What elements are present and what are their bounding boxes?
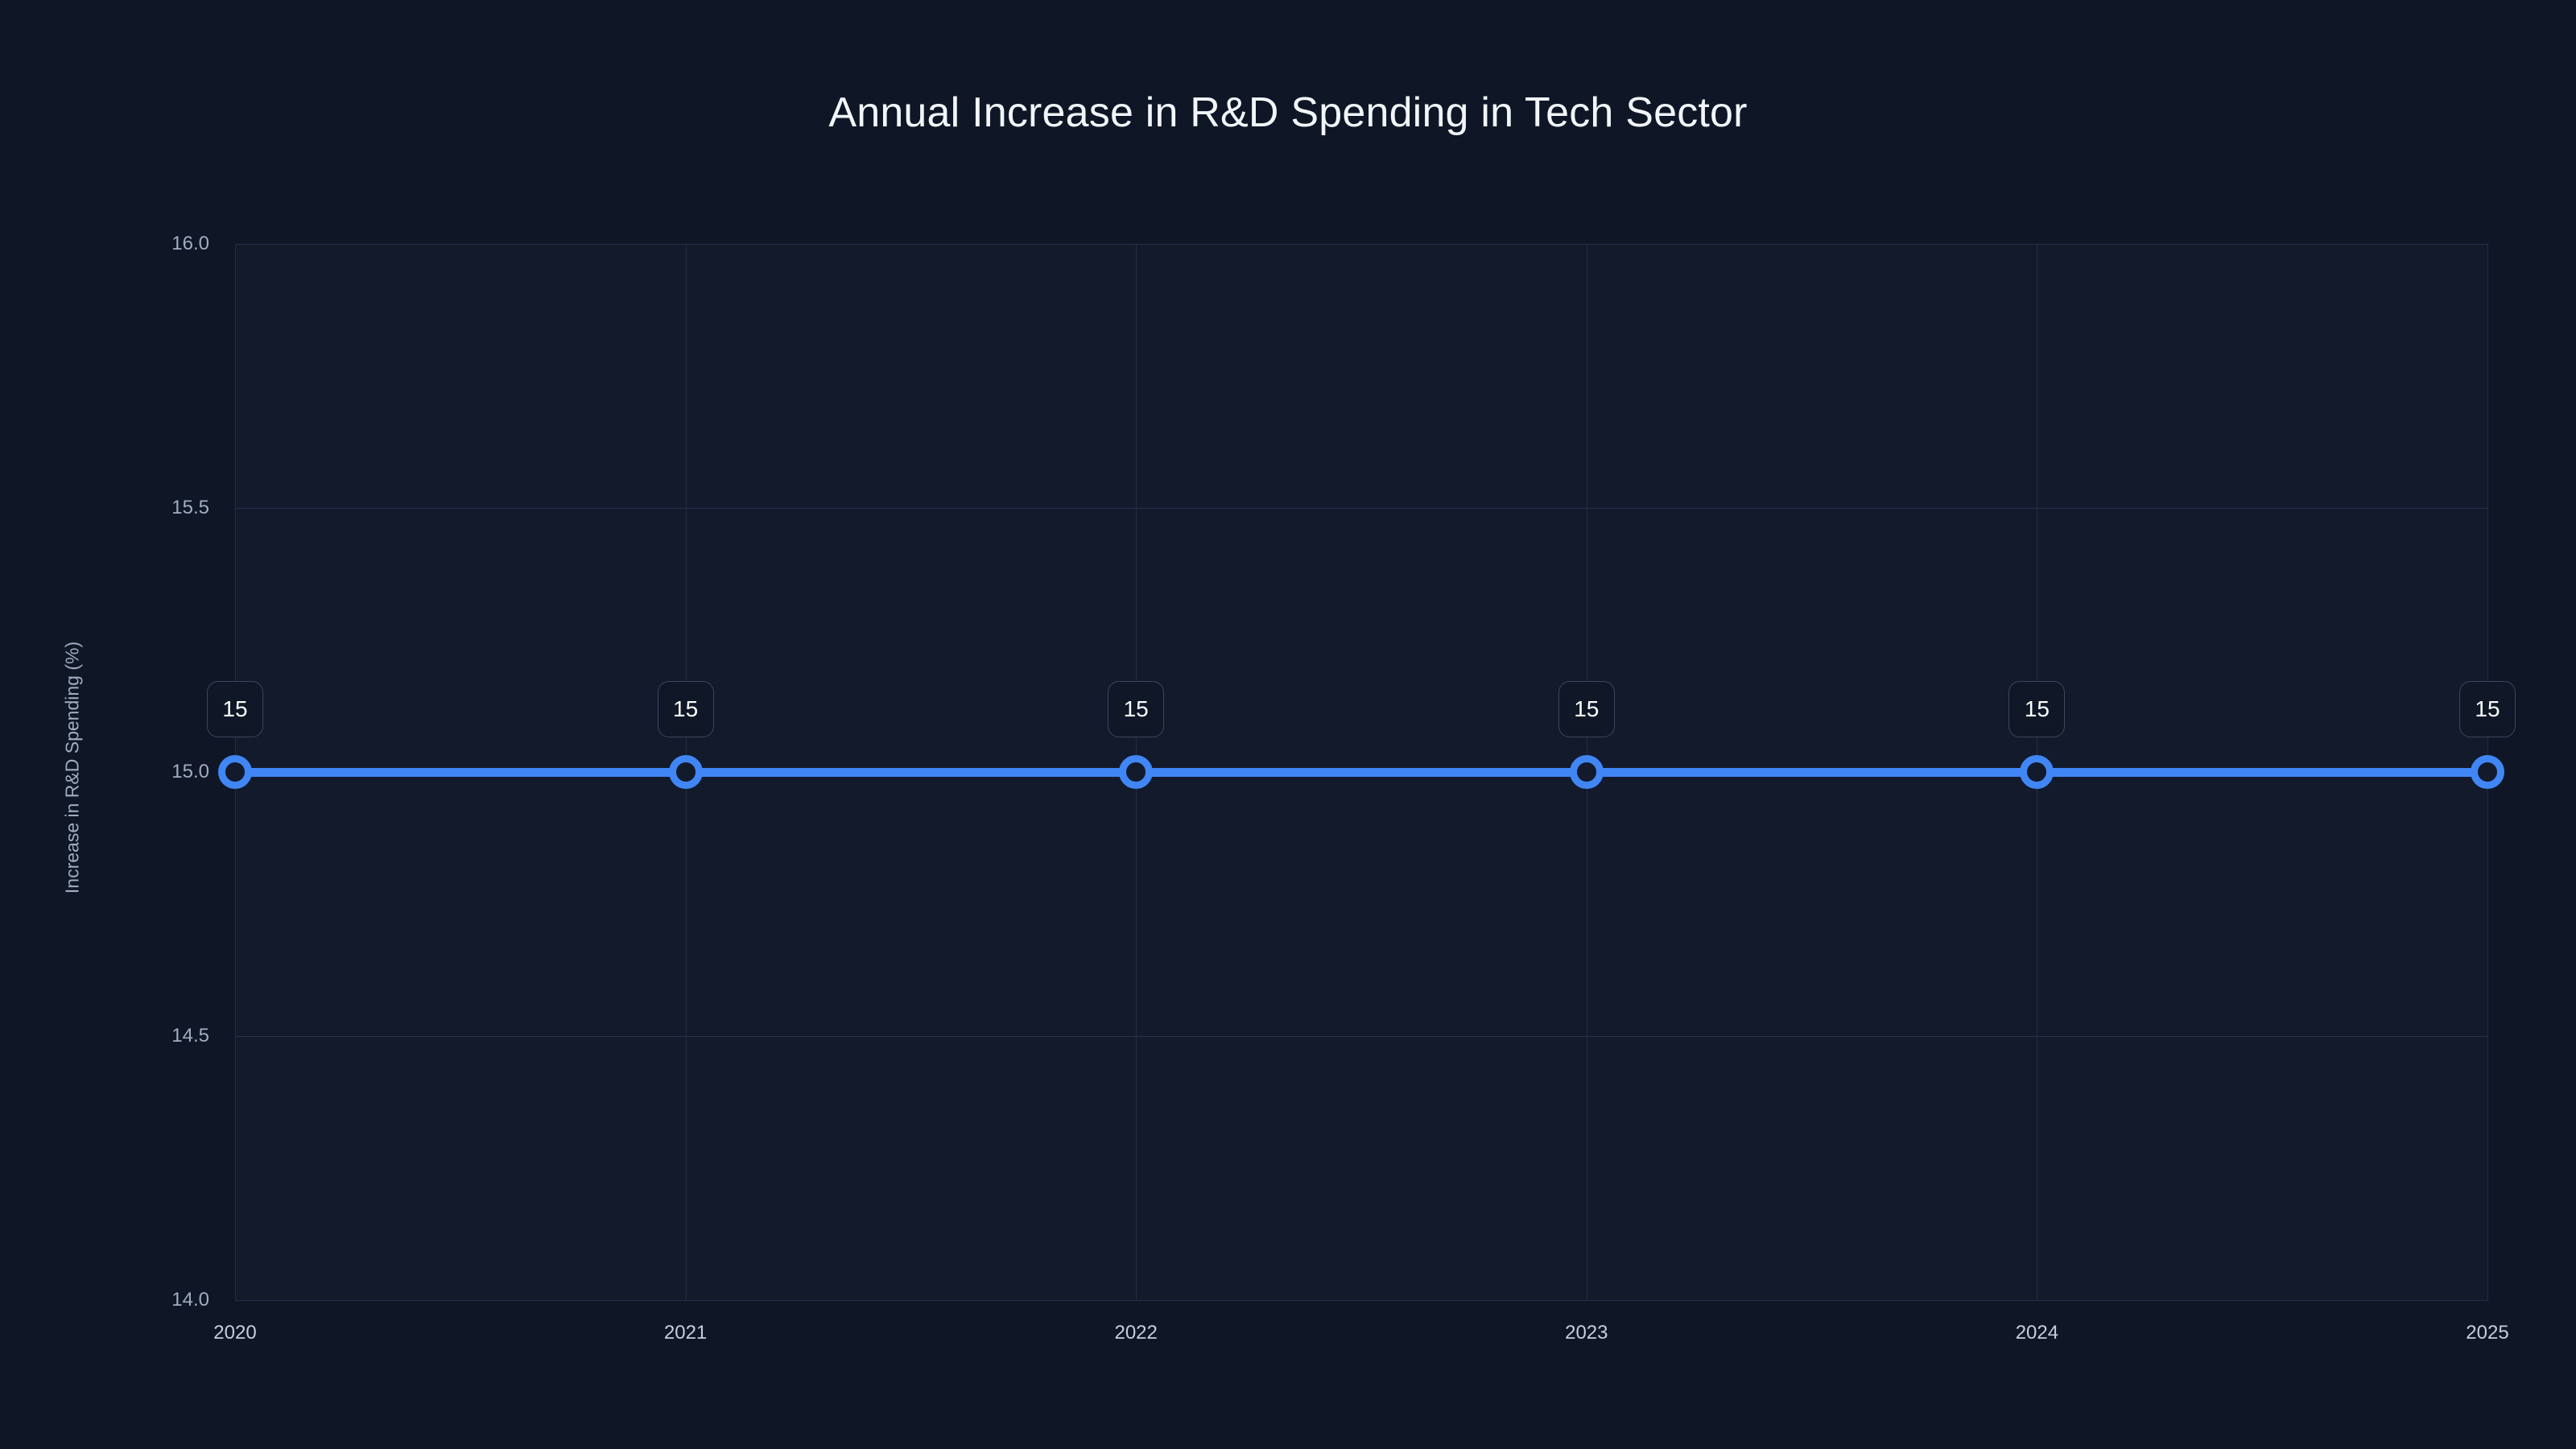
data-point-marker[interactable] (1569, 755, 1604, 789)
data-point-marker[interactable] (668, 755, 703, 789)
series-line-segment (685, 767, 1137, 777)
chart-title: Annual Increase in R&D Spending in Tech … (828, 89, 1748, 136)
y-axis-title: Increase in R&D Spending (%) (61, 641, 83, 894)
data-point-label: 15 (657, 681, 714, 737)
series-line-segment (1136, 767, 1587, 777)
y-gridline (235, 508, 2487, 509)
data-point-label: 15 (2459, 681, 2516, 737)
x-axis-tick-label: 2021 (663, 1322, 708, 1344)
x-axis-tick-label: 2025 (2466, 1322, 2509, 1344)
data-point-label: 15 (1558, 681, 1615, 737)
series-line-segment (2037, 767, 2487, 777)
x-axis-tick-label: 2020 (213, 1322, 257, 1344)
data-point-label: 15 (1108, 681, 1165, 737)
y-axis-tick-label: 14.0 (171, 1289, 209, 1311)
y-gridline (235, 1036, 2487, 1037)
y-axis-tick-label: 15.5 (171, 497, 209, 518)
y-gridline (235, 1300, 2487, 1301)
x-axis-tick-label: 2023 (1565, 1322, 1608, 1344)
x-axis-tick-label: 2024 (2015, 1322, 2059, 1344)
y-axis-tick-label: 15.0 (171, 761, 209, 782)
data-point-marker[interactable] (2020, 755, 2054, 789)
x-axis-tick-label: 2022 (1114, 1322, 1158, 1344)
data-point-marker[interactable] (1119, 755, 1154, 789)
series-line-segment (1586, 767, 2037, 777)
data-point-marker[interactable] (2471, 755, 2504, 789)
data-point-label: 15 (207, 681, 263, 737)
y-axis-tick-label: 14.5 (171, 1025, 209, 1046)
data-point-label: 15 (2008, 681, 2066, 737)
data-point-marker[interactable] (218, 755, 252, 789)
y-axis-title-wrapper: Increase in R&D Spending (%) (0, 0, 161, 1449)
plot-area (218, 244, 2504, 1301)
series-line-segment (235, 767, 686, 777)
y-gridline (235, 244, 2487, 245)
y-axis-tick-label: 16.0 (171, 233, 209, 254)
